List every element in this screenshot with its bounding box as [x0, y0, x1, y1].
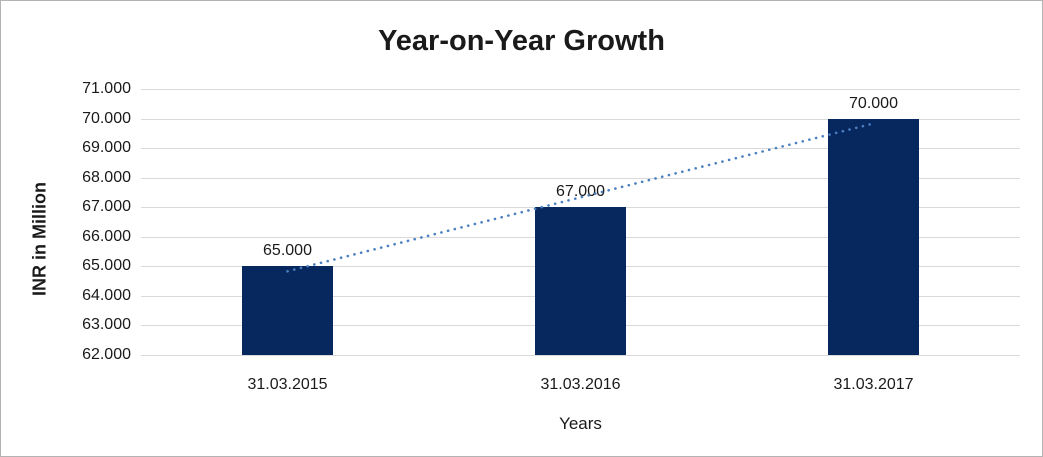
x-axis-title: Years — [559, 414, 602, 433]
y-axis-tick-label: 65.000 — [82, 257, 131, 275]
y-axis-tick-label: 70.000 — [82, 109, 131, 127]
bar-31.03.2015 — [242, 266, 333, 355]
gridline — [141, 355, 1020, 356]
gridline — [141, 118, 1020, 120]
x-axis-tick-label: 31.03.2015 — [247, 376, 328, 393]
y-axis-tick-label: 66.000 — [82, 227, 131, 245]
y-axis-tick-label: 62.000 — [82, 346, 131, 363]
x-axis-tick-label: 31.03.2017 — [833, 376, 914, 393]
y-axis-tick-label: 67.000 — [82, 198, 131, 216]
gridline — [141, 89, 1020, 90]
bar-value-label: 67.000 — [556, 183, 605, 201]
chart-title: Year-on-Year Growth — [378, 25, 665, 57]
y-axis-tick-label: 64.000 — [82, 286, 131, 304]
y-axis-tick-label: 69.000 — [82, 139, 131, 157]
y-axis-tick-label: 63.000 — [82, 316, 131, 334]
y-axis-tick-label: 71.000 — [82, 80, 131, 97]
y-axis-tick-label: 68.000 — [82, 168, 131, 186]
bar-31.03.2017 — [828, 118, 919, 355]
bar-31.03.2016 — [535, 207, 626, 355]
bar-value-label: 70.000 — [849, 94, 898, 112]
x-axis-tick-label: 31.03.2016 — [540, 376, 621, 393]
bar-value-label: 65.000 — [263, 242, 312, 260]
